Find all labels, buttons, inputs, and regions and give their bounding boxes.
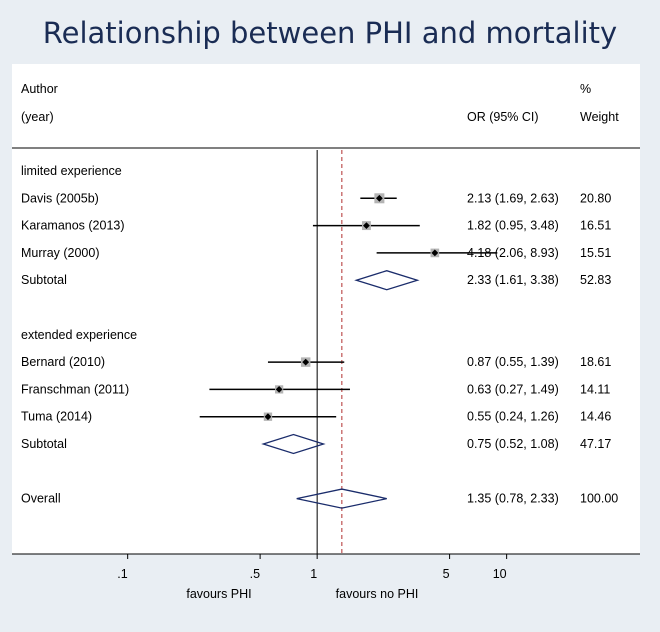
point-estimate-marker [363,222,370,229]
x-label-favours-no-phi: favours no PHI [336,587,419,601]
weight-value: 100.00 [580,492,618,506]
point-estimate-marker [375,194,383,202]
header-percent: % [580,82,591,96]
or-ci-value: 1.82 (0.95, 3.48) [467,219,559,233]
header-year: (year) [21,110,54,124]
group-label: extended experience [21,328,137,342]
study-label: Bernard (2010) [21,355,105,369]
or-ci-value: 2.33 (1.61, 3.38) [467,273,559,287]
header-weight: Weight [580,110,619,124]
forest-rows: limited experience Davis (2005b) 2.13 (1.6… [21,164,618,509]
weight-value: 15.51 [580,246,611,260]
x-label-favours-phi: favours PHI [186,587,251,601]
or-ci-value: 4.18 (2.06, 8.93) [467,246,559,260]
or-ci-value: 0.63 (0.27, 1.49) [467,382,559,396]
reference-lines [316,150,343,554]
x-tick-label: 5 [443,567,450,581]
or-ci-value: 0.87 (0.55, 1.39) [467,355,559,369]
study-label: Tuma (2014) [21,410,92,424]
weight-value: 16.51 [580,219,611,233]
subtotal-diamond [354,270,420,291]
weight-value: 47.17 [580,437,611,451]
header-author: Author [21,82,58,96]
or-ci-value: 1.35 (0.78, 2.33) [467,492,559,506]
subtotal-label: Subtotal [21,437,67,451]
overall-diamond [296,488,387,509]
point-estimate-marker [275,386,283,393]
study-label: Murray (2000) [21,246,100,260]
point-estimate-marker [264,413,272,421]
subtotal-label: Subtotal [21,273,67,287]
point-estimate-marker [302,358,310,366]
column-headers: Author (year) OR (95% CI)% Weight [21,82,619,124]
weight-value: 18.61 [580,355,611,369]
x-tick-label: 10 [493,567,507,581]
x-tick-label: .1 [117,567,127,581]
chart-title: Relationship between PHI and mortality [42,16,618,50]
weight-value: 14.46 [580,410,611,424]
or-ci-value: 2.13 (1.69, 2.63) [467,191,559,205]
group-label: limited experience [21,164,122,178]
point-estimate-marker [431,249,439,257]
x-tick-label: .5 [250,567,260,581]
subtotal-diamond [261,433,326,455]
weight-value: 20.80 [580,191,611,205]
x-tick-label: 1 [310,567,317,581]
study-label: Franschman (2011) [21,382,129,396]
plot-panel [12,64,640,554]
x-axis: .1 .5 1 5 10 favours PHI favours no PHI [117,554,508,601]
weight-value: 52.83 [580,273,611,287]
or-ci-value: 0.75 (0.52, 1.08) [467,437,559,451]
study-label: Karamanos (2013) [21,219,125,233]
overall-label: Overall [21,492,61,506]
weight-value: 14.11 [580,382,610,396]
or-ci-value: 0.55 (0.24, 1.26) [467,410,559,424]
study-label: Davis (2005b) [21,191,99,205]
header-or-ci: OR (95% CI) [467,110,539,124]
